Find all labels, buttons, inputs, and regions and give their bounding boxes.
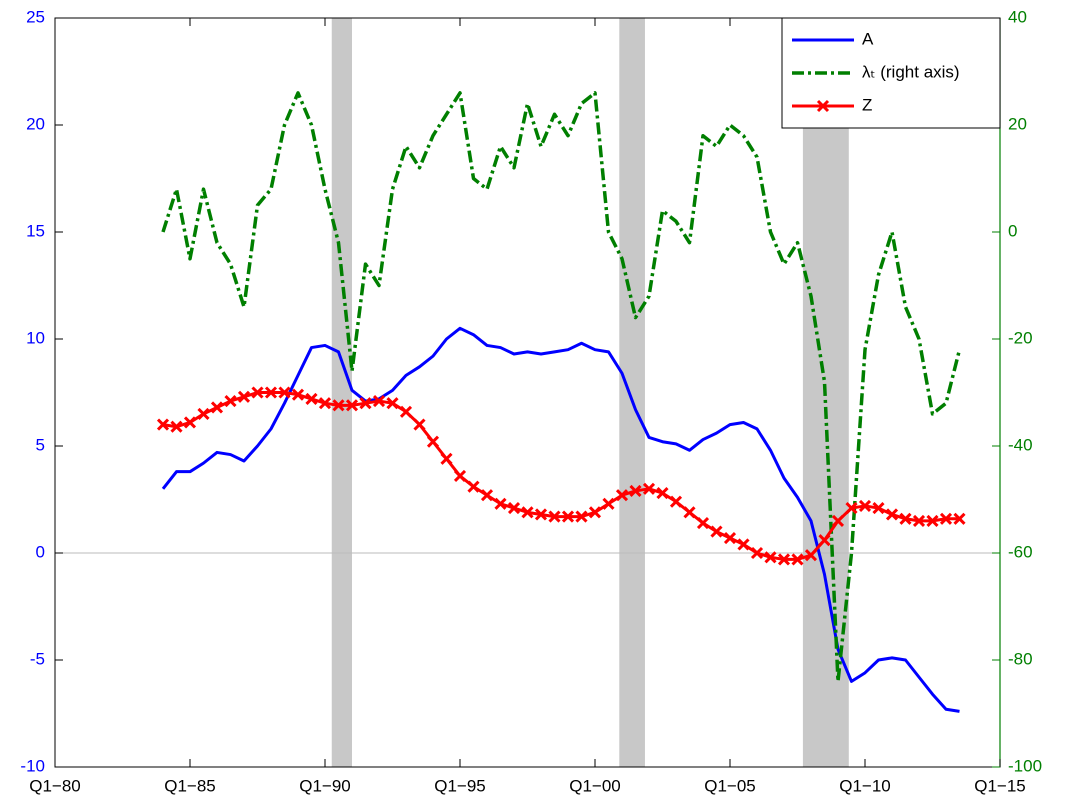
marker: [831, 514, 845, 527]
marker: [818, 534, 831, 547]
marker: [804, 549, 818, 562]
marker: [197, 407, 210, 420]
marker: [858, 499, 872, 512]
marker: [345, 399, 359, 412]
legend-marker: [816, 99, 830, 113]
marker: [332, 399, 345, 412]
marker: [210, 401, 224, 414]
marker: [737, 538, 750, 551]
marker: [426, 435, 440, 448]
y-tick-label: -5: [30, 649, 45, 668]
marker: [683, 506, 696, 519]
marker: [359, 397, 372, 410]
y-tick-label: 10: [26, 328, 45, 347]
marker: [764, 551, 777, 564]
y-tick-label: 5: [36, 435, 45, 454]
y-tick-label: -10: [20, 756, 45, 775]
marker: [318, 397, 332, 410]
y-tick-label: 0: [36, 542, 45, 561]
marker: [453, 469, 467, 483]
marker: [264, 386, 278, 399]
marker: [413, 418, 426, 431]
marker: [467, 480, 480, 493]
marker: [305, 392, 318, 405]
marker: [170, 420, 183, 433]
y-tick-label: 20: [26, 114, 45, 133]
marker: [669, 495, 683, 508]
y2-tick-label: -60: [1008, 542, 1033, 561]
shaded-period: [619, 18, 645, 767]
marker: [534, 508, 548, 521]
x-tick-label: Q1−00: [569, 776, 621, 795]
legend-label: A: [862, 29, 874, 48]
x-tick-label: Q1−90: [299, 776, 351, 795]
marker: [642, 482, 656, 495]
marker: [278, 386, 291, 399]
marker: [521, 506, 534, 519]
marker: [656, 487, 669, 500]
x-tick-label: Q1−95: [434, 776, 486, 795]
marker: [926, 514, 939, 527]
marker: [912, 514, 926, 527]
y2-tick-label: -20: [1008, 328, 1033, 347]
y-tick-label: 25: [26, 7, 45, 26]
x-tick-label: Q1−80: [29, 776, 81, 795]
x-tick-label: Q1−85: [164, 776, 216, 795]
marker: [629, 484, 642, 498]
marker: [291, 388, 305, 401]
marker: [615, 489, 629, 502]
marker: [885, 508, 899, 521]
marker: [480, 489, 494, 502]
marker: [696, 516, 710, 530]
y-tick-label: 15: [26, 221, 45, 240]
marker: [548, 510, 561, 523]
marker: [507, 501, 521, 515]
marker: [251, 386, 264, 399]
marker: [561, 510, 575, 523]
marker: [575, 510, 588, 523]
marker: [183, 416, 197, 429]
x-tick-label: Q1−05: [704, 776, 756, 795]
marker: [791, 553, 804, 566]
series-line: [161, 91, 962, 684]
marker: [602, 497, 615, 510]
y2-tick-label: 20: [1008, 114, 1027, 133]
x-tick-label: Q1−15: [974, 776, 1026, 795]
marker: [156, 418, 170, 431]
plot-frame: [54, 17, 1001, 768]
series-line: [161, 326, 960, 713]
y2-tick-label: -80: [1008, 649, 1033, 668]
marker: [399, 405, 413, 418]
y2-tick-label: 40: [1008, 7, 1027, 26]
marker: [939, 512, 953, 525]
marker: [237, 390, 251, 403]
marker: [386, 397, 399, 410]
marker: [723, 531, 737, 545]
marker: [372, 394, 386, 408]
legend: Aλₜ (right axis) Z: [781, 17, 1001, 129]
marker: [710, 525, 723, 538]
y2-tick-label: -100: [1008, 756, 1042, 775]
y2-tick-label: 0: [1008, 221, 1017, 240]
marker: [224, 394, 237, 408]
x-tick-label: Q1−10: [839, 776, 891, 795]
marker: [750, 546, 764, 560]
marker: [845, 501, 858, 515]
shaded-period: [331, 18, 352, 767]
legend-label: λₜ (right axis): [862, 62, 960, 81]
marker: [899, 512, 912, 525]
marker: [777, 553, 791, 566]
y2-tick-label: -40: [1008, 435, 1033, 454]
marker: [953, 512, 966, 525]
marker: [588, 506, 602, 519]
marker: [440, 452, 453, 465]
marker: [872, 501, 885, 515]
marker: [494, 497, 507, 510]
legend-label: Z: [862, 95, 872, 114]
